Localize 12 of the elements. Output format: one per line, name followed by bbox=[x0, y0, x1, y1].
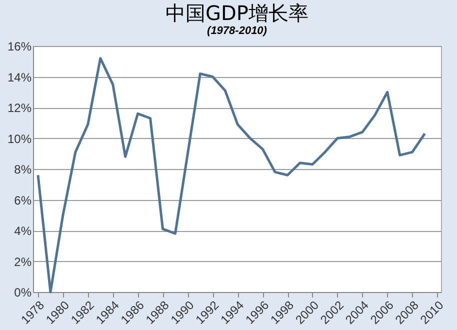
y-tick-label: 10% bbox=[7, 132, 32, 146]
y-tick-label: 8% bbox=[14, 162, 32, 176]
y-tick-label: 6% bbox=[14, 193, 32, 208]
chart-title: 中国GDP增长率 bbox=[166, 1, 308, 25]
y-tick-label: 0% bbox=[14, 286, 32, 300]
y-tick-label: 14% bbox=[7, 70, 32, 84]
line-series bbox=[36, 57, 426, 294]
y-tick-label: 12% bbox=[7, 101, 32, 115]
y-tick-label: 16% bbox=[7, 40, 32, 54]
y-tick-label: 4% bbox=[14, 224, 32, 238]
chart-subtitle: (1978-2010) bbox=[207, 25, 268, 37]
y-tick-label: 2% bbox=[14, 254, 32, 269]
